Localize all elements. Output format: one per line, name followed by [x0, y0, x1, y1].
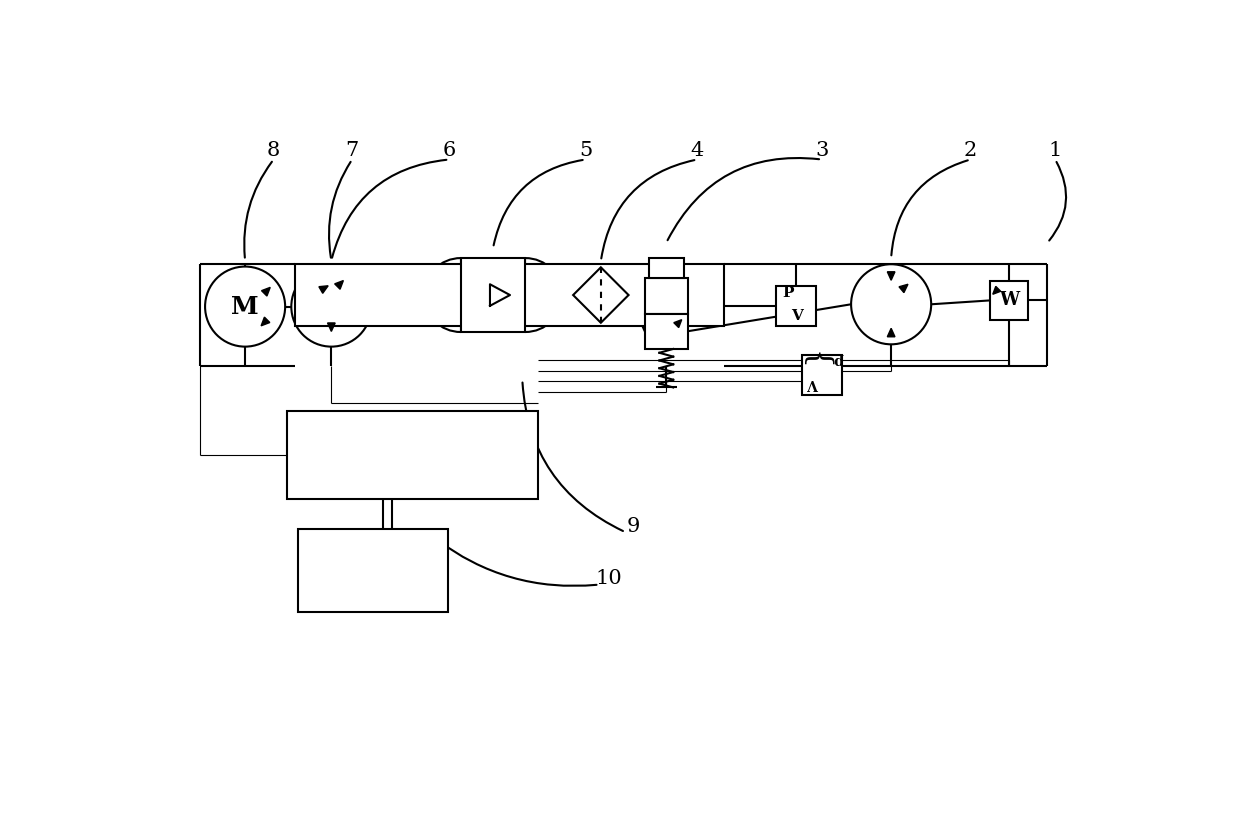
Polygon shape — [262, 287, 270, 296]
FancyArrowPatch shape — [1049, 162, 1066, 241]
Circle shape — [851, 264, 931, 344]
Text: 2: 2 — [963, 141, 977, 160]
Polygon shape — [888, 272, 895, 280]
Polygon shape — [993, 286, 1001, 295]
Text: 5: 5 — [579, 141, 591, 160]
Polygon shape — [327, 323, 335, 331]
FancyArrowPatch shape — [332, 160, 446, 258]
Polygon shape — [899, 284, 908, 293]
Polygon shape — [673, 320, 682, 327]
FancyArrowPatch shape — [494, 160, 583, 246]
Polygon shape — [335, 281, 343, 289]
Text: M: M — [232, 295, 259, 318]
FancyArrowPatch shape — [435, 539, 596, 586]
Bar — [645, 313, 688, 349]
Text: V: V — [791, 308, 804, 322]
FancyArrowPatch shape — [522, 383, 622, 531]
Text: p: p — [835, 353, 844, 367]
Text: }: } — [802, 345, 833, 364]
Text: 1: 1 — [1049, 141, 1061, 160]
Circle shape — [291, 267, 372, 347]
Polygon shape — [573, 268, 629, 323]
Bar — [802, 355, 842, 395]
FancyArrowPatch shape — [601, 160, 694, 259]
FancyArrowPatch shape — [329, 162, 351, 258]
Text: P: P — [781, 286, 794, 299]
Bar — [288, 410, 538, 499]
Bar — [990, 282, 1028, 320]
Bar — [776, 286, 816, 326]
Text: 6: 6 — [443, 141, 456, 160]
Bar — [461, 258, 526, 332]
Polygon shape — [888, 328, 895, 337]
FancyArrowPatch shape — [667, 158, 820, 240]
Circle shape — [205, 267, 285, 347]
Bar — [645, 278, 688, 313]
Text: W: W — [999, 291, 1019, 309]
Bar — [649, 258, 684, 278]
Text: 8: 8 — [267, 141, 280, 160]
Bar — [295, 264, 724, 326]
Polygon shape — [262, 317, 270, 326]
Text: 3: 3 — [815, 141, 828, 160]
FancyArrowPatch shape — [244, 162, 272, 258]
Text: V: V — [808, 376, 818, 390]
Text: 4: 4 — [691, 141, 704, 160]
Bar — [299, 529, 449, 612]
Polygon shape — [319, 286, 329, 293]
FancyArrowPatch shape — [892, 160, 967, 255]
Text: 9: 9 — [626, 517, 640, 535]
Text: 7: 7 — [346, 141, 358, 160]
Text: 10: 10 — [595, 569, 622, 588]
